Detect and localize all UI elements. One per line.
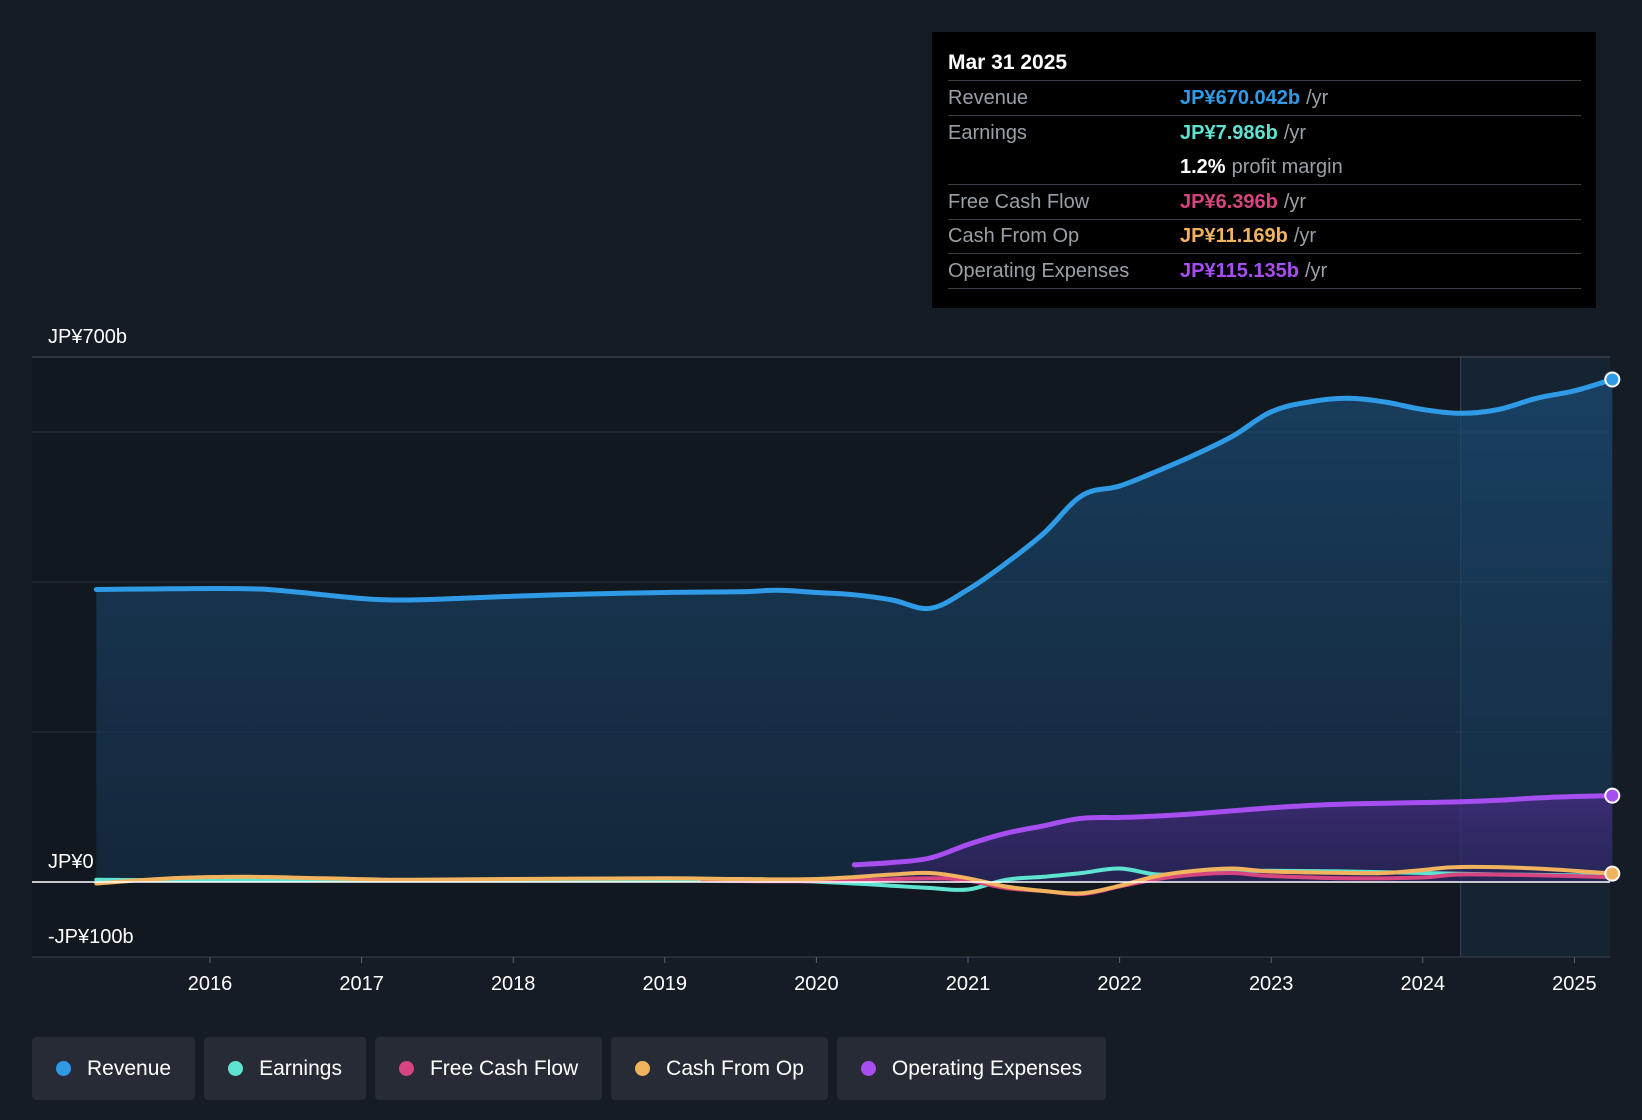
legend-dot-icon xyxy=(56,1061,71,1076)
revenue-line xyxy=(93,377,1615,612)
series-end-dots xyxy=(1604,371,1621,882)
legend-label: Free Cash Flow xyxy=(429,1056,579,1080)
tooltip-row-revenue: Revenue JP¥670.042b /yr xyxy=(948,81,1581,116)
x-tick-label: 2024 xyxy=(1401,973,1446,995)
tooltip-date: Mar 31 2025 xyxy=(948,46,1581,81)
tooltip-row-earnings: Earnings JP¥7.986b /yr xyxy=(948,116,1581,150)
x-tick-label: 2025 xyxy=(1552,973,1597,995)
tooltip-value: JP¥6.396b xyxy=(1180,190,1278,213)
tooltip-label: Operating Expenses xyxy=(948,259,1130,282)
x-tick-label: 2017 xyxy=(339,973,384,995)
legend-item-revenue[interactable]: Revenue xyxy=(32,1037,196,1100)
tooltip-label: Revenue xyxy=(948,86,1029,109)
y-tick-label: JP¥700b xyxy=(48,326,127,348)
data-tooltip: Mar 31 2025 Revenue JP¥670.042b /yr Earn… xyxy=(932,32,1596,308)
tooltip-value: JP¥115.135b xyxy=(1180,259,1299,282)
legend-item-cash-from-op[interactable]: Cash From Op xyxy=(611,1037,828,1100)
tooltip-unit: profit margin xyxy=(1231,155,1343,178)
y-tick-label: JP¥0 xyxy=(48,851,94,873)
operating-expenses-end-dot[interactable] xyxy=(1604,787,1621,804)
cash-from-op-end-dot[interactable] xyxy=(1604,865,1621,882)
x-tick-label: 2016 xyxy=(188,973,233,995)
legend-label: Operating Expenses xyxy=(891,1056,1083,1080)
x-tick-label: 2019 xyxy=(643,973,688,995)
series-areas xyxy=(96,379,1613,882)
x-axis-labels: 2016 2017 2018 2019 2020 2021 2022 2023 2024 2025 xyxy=(188,957,1597,995)
x-tick-label: 2022 xyxy=(1097,973,1142,995)
tooltip-row-profit-margin: 1.2% profit margin xyxy=(948,150,1581,185)
cash-from-op-line xyxy=(94,864,1615,896)
tooltip-unit: /yr xyxy=(1283,121,1307,144)
tooltip-unit: /yr xyxy=(1306,86,1329,109)
y-tick-label: -JP¥100b xyxy=(48,926,134,948)
y-axis-labels: JP¥700b JP¥0 -JP¥100b xyxy=(48,326,134,948)
legend-dot-icon xyxy=(228,1061,244,1076)
legend-dot-icon xyxy=(635,1061,651,1076)
legend-dot-icon xyxy=(398,1061,414,1076)
tooltip-label: Earnings xyxy=(948,121,1027,144)
tooltip-unit: /yr xyxy=(1283,190,1307,213)
tooltip-row-operating-expenses: Operating Expenses JP¥115.135b /yr xyxy=(948,254,1581,289)
revenue-end-dot[interactable] xyxy=(1604,371,1621,388)
chart-legend: Revenue Earnings Free Cash Flow Cash Fro… xyxy=(32,1037,1107,1100)
legend-label: Cash From Op xyxy=(666,1056,804,1080)
legend-item-operating-expenses[interactable]: Operating Expenses xyxy=(836,1037,1107,1100)
tooltip-value: JP¥11.169b xyxy=(1180,225,1288,247)
legend-item-earnings[interactable]: Earnings xyxy=(204,1037,366,1100)
legend-label: Revenue xyxy=(87,1056,172,1080)
x-tick-label: 2023 xyxy=(1249,973,1294,995)
operating-expenses-line xyxy=(851,793,1615,868)
x-tick-label: 2018 xyxy=(491,973,536,995)
tooltip-row-free-cash-flow: Free Cash Flow JP¥6.396b /yr xyxy=(948,185,1581,220)
tooltip-unit: /yr xyxy=(1305,259,1328,282)
revenue-area xyxy=(96,379,1613,882)
legend-dot-icon xyxy=(860,1061,876,1076)
tooltip-row-cash-from-op: Cash From Op JP¥11.169b /yr xyxy=(948,220,1581,254)
tooltip-label: Cash From Op xyxy=(948,225,1080,247)
legend-item-free-cash-flow[interactable]: Free Cash Flow xyxy=(374,1037,603,1100)
tooltip-value: JP¥7.986b xyxy=(1180,121,1278,144)
operating-expenses-area xyxy=(854,795,1613,882)
tooltip-value: JP¥670.042b xyxy=(1180,86,1301,109)
series-lines xyxy=(93,377,1615,897)
tooltip-unit: /yr xyxy=(1293,225,1317,247)
tooltip-value: 1.2% xyxy=(1180,155,1226,178)
tooltip-label: Free Cash Flow xyxy=(948,190,1090,213)
legend-label: Earnings xyxy=(259,1056,342,1080)
x-tick-label: 2020 xyxy=(794,973,839,995)
x-tick-label: 2021 xyxy=(946,973,991,995)
